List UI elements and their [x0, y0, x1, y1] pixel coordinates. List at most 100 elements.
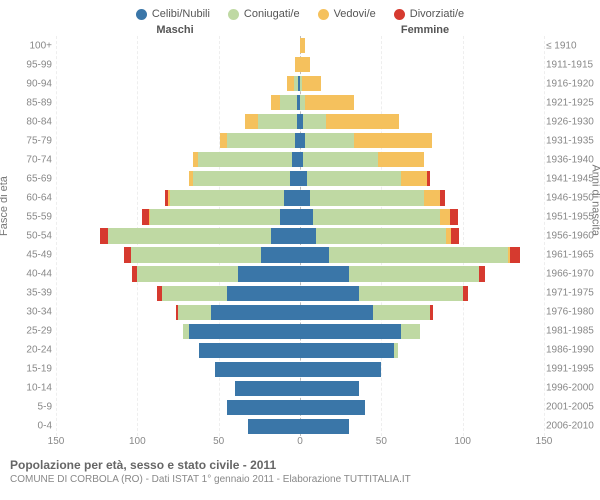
bar-segment — [302, 76, 322, 91]
bar-segment — [227, 133, 295, 148]
bar-segment — [137, 266, 238, 281]
bar-segment — [300, 362, 381, 377]
bar-segment — [300, 305, 373, 320]
age-label: 65-69 — [14, 173, 52, 184]
age-row: 45-491961-1965 — [56, 246, 544, 265]
age-row: 5-92001-2005 — [56, 398, 544, 417]
age-row: 0-42006-2010 — [56, 417, 544, 436]
bar-males — [56, 114, 300, 129]
bar-segment — [300, 343, 394, 358]
bar-segment — [271, 95, 281, 110]
birth-year-label: 1941-1945 — [546, 173, 596, 184]
age-row: 30-341976-1980 — [56, 303, 544, 322]
bar-segment — [373, 305, 430, 320]
bar-segment — [258, 114, 297, 129]
x-tick: 150 — [48, 436, 65, 447]
bar-segment — [235, 381, 300, 396]
bar-females — [300, 171, 544, 186]
birth-year-label: 1911-1915 — [546, 59, 596, 70]
legend-swatch — [228, 9, 239, 20]
bar-segment — [300, 38, 305, 53]
bar-segment — [329, 247, 508, 262]
bar-segment — [326, 114, 399, 129]
bars: 100+≤ 191095-991911-191590-941916-192085… — [56, 36, 544, 436]
legend-swatch — [318, 9, 329, 20]
bar-segment — [427, 171, 430, 186]
age-label: 55-59 — [14, 211, 52, 222]
column-headers: Maschi Femmine — [0, 24, 600, 36]
bar-segment — [300, 324, 401, 339]
bar-males — [56, 324, 300, 339]
bar-segment — [300, 381, 359, 396]
age-row: 40-441966-1970 — [56, 265, 544, 284]
bar-segment — [303, 114, 326, 129]
bar-segment — [189, 324, 300, 339]
age-row: 80-841926-1930 — [56, 112, 544, 131]
bar-segment — [510, 247, 520, 262]
bar-segment — [303, 152, 378, 167]
chart-container: Celibi/NubiliConiugati/eVedovi/eDivorzia… — [0, 0, 600, 500]
bar-segment — [300, 57, 310, 72]
age-label: 80-84 — [14, 116, 52, 127]
bar-segment — [300, 228, 316, 243]
birth-year-label: 1946-1950 — [546, 192, 596, 203]
bar-segment — [394, 343, 397, 358]
bar-segment — [162, 286, 227, 301]
legend-swatch — [394, 9, 405, 20]
bar-females — [300, 362, 544, 377]
age-label: 0-4 — [14, 421, 52, 432]
legend-label: Celibi/Nubili — [152, 8, 210, 20]
bar-males — [56, 133, 300, 148]
bar-males — [56, 305, 300, 320]
bar-segment — [300, 190, 310, 205]
bar-females — [300, 190, 544, 205]
bar-females — [300, 38, 544, 53]
age-row: 90-941916-1920 — [56, 74, 544, 93]
bar-segment — [378, 152, 424, 167]
age-label: 70-74 — [14, 154, 52, 165]
bar-females — [300, 209, 544, 224]
header-females: Femmine — [300, 24, 600, 36]
bar-females — [300, 286, 544, 301]
bar-males — [56, 343, 300, 358]
birth-year-label: 2006-2010 — [546, 421, 596, 432]
bar-females — [300, 57, 544, 72]
birth-year-label: ≤ 1910 — [546, 40, 596, 51]
bar-females — [300, 305, 544, 320]
bar-segment — [424, 190, 440, 205]
bar-segment — [131, 247, 261, 262]
bar-males — [56, 171, 300, 186]
bar-segment — [349, 266, 479, 281]
age-label: 15-19 — [14, 364, 52, 375]
bar-segment — [238, 266, 300, 281]
header-males: Maschi — [0, 24, 300, 36]
bar-females — [300, 343, 544, 358]
bar-segment — [245, 114, 258, 129]
bar-males — [56, 228, 300, 243]
age-label: 60-64 — [14, 192, 52, 203]
bar-segment — [401, 324, 421, 339]
legend-label: Coniugati/e — [244, 8, 300, 20]
x-tick: 50 — [213, 436, 224, 447]
bar-females — [300, 133, 544, 148]
age-row: 75-791931-1935 — [56, 131, 544, 150]
birth-year-label: 1991-1995 — [546, 364, 596, 375]
bar-females — [300, 419, 544, 434]
birth-year-label: 1986-1990 — [546, 345, 596, 356]
bar-segment — [401, 171, 427, 186]
birth-year-label: 1951-1955 — [546, 211, 596, 222]
age-label: 20-24 — [14, 345, 52, 356]
x-tick: 100 — [129, 436, 146, 447]
bar-segment — [261, 247, 300, 262]
bar-segment — [440, 209, 450, 224]
bar-segment — [300, 419, 349, 434]
bar-males — [56, 400, 300, 415]
age-label: 25-29 — [14, 326, 52, 337]
bar-females — [300, 228, 544, 243]
bar-females — [300, 247, 544, 262]
bar-segment — [354, 133, 432, 148]
bar-segment — [305, 133, 354, 148]
birth-year-label: 1956-1960 — [546, 230, 596, 241]
age-row: 25-291981-1985 — [56, 322, 544, 341]
age-label: 95-99 — [14, 59, 52, 70]
